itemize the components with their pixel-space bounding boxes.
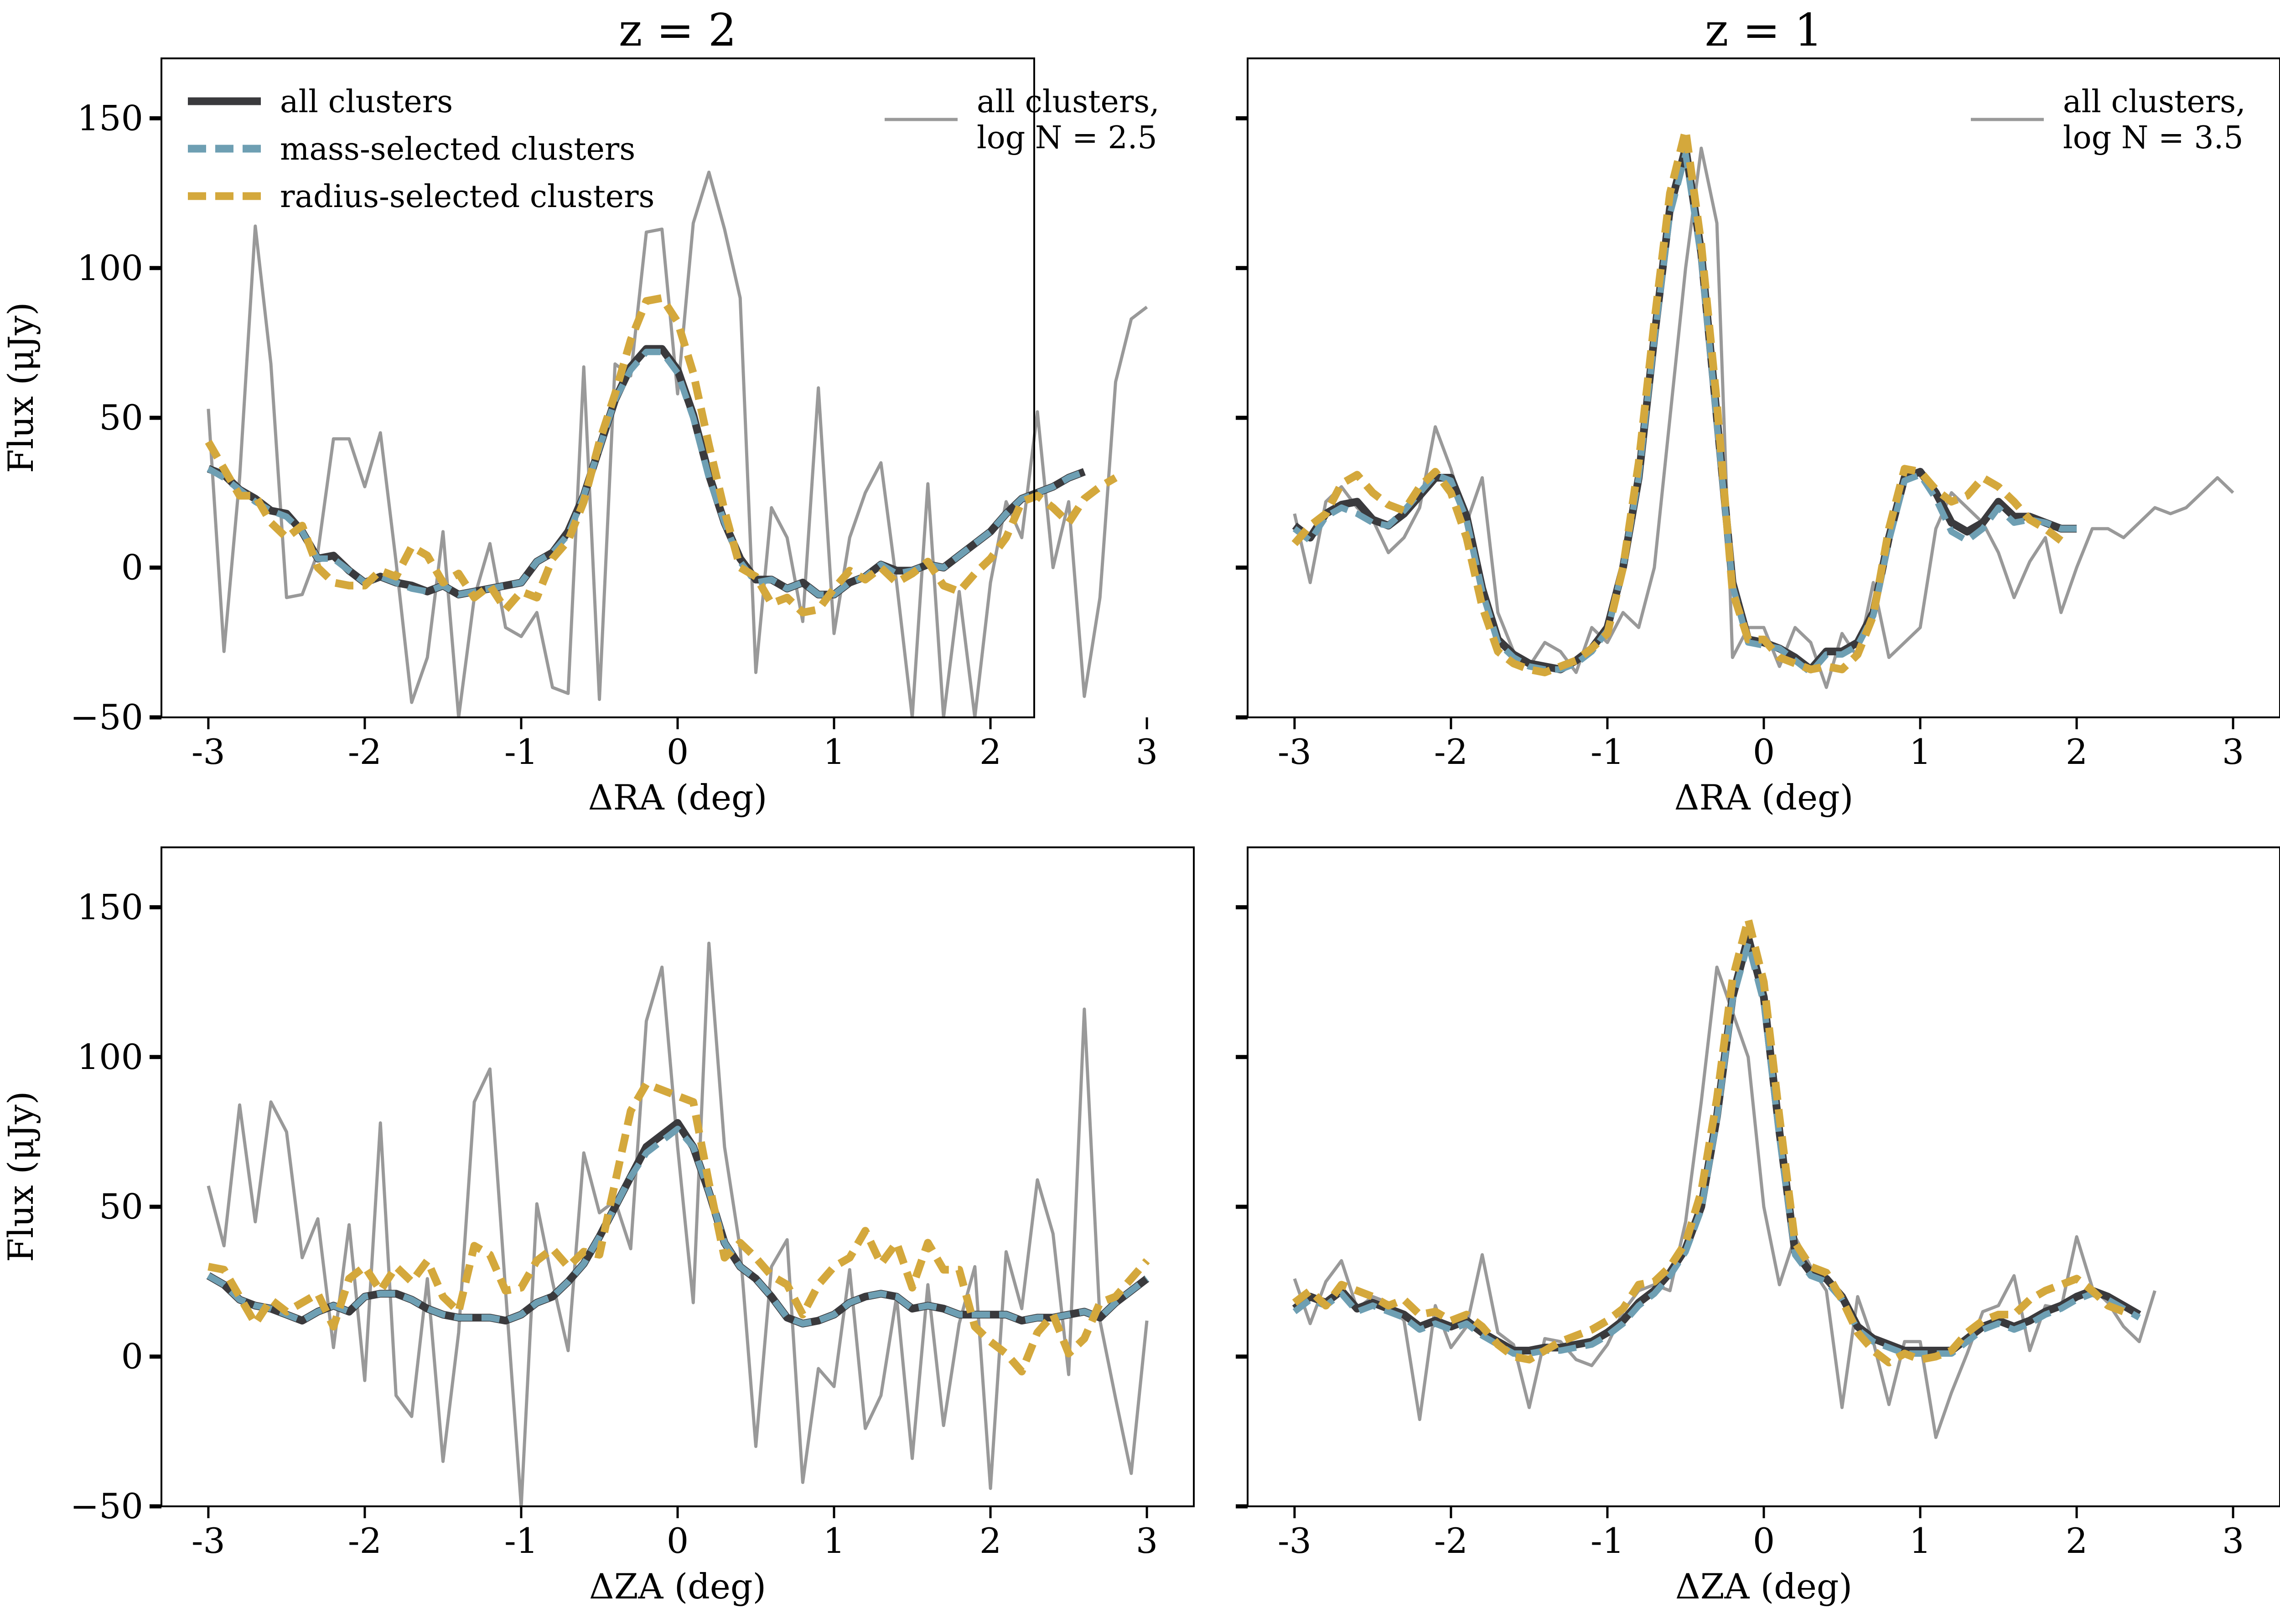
y-tick-label: 50: [99, 1186, 143, 1227]
x-tick-label: -1: [1591, 732, 1624, 772]
x-tick-label: 1: [823, 732, 845, 772]
panel-title: z = 1: [1705, 5, 1823, 57]
legend-label-radius-selected: radius-selected clusters: [280, 179, 654, 215]
x-tick-label: -1: [1591, 1520, 1624, 1561]
y-axis-label: Flux (μJy): [0, 302, 41, 473]
x-tick-label: -3: [192, 732, 225, 772]
y-axis-label: Flux (μJy): [0, 1091, 41, 1262]
x-tick-label: 0: [1753, 1520, 1775, 1561]
x-tick-label: -1: [504, 732, 538, 772]
y-tick-label: 0: [121, 547, 143, 588]
x-axis-label: ΔRA (deg): [1674, 777, 1854, 818]
x-tick-label: 2: [2066, 1520, 2088, 1561]
x-tick-label: 3: [1136, 732, 1158, 772]
x-axis-label: ΔZA (deg): [589, 1566, 766, 1607]
x-tick-label: -3: [1278, 732, 1311, 772]
y-tick-label: 100: [77, 248, 143, 288]
y-tick-label: 150: [77, 887, 143, 927]
legend-label-noisy-line2: log N = 3.5: [2063, 120, 2244, 156]
x-tick-label: 1: [823, 1520, 845, 1561]
x-tick-label: -3: [1278, 1520, 1311, 1561]
x-tick-label: -2: [1434, 732, 1468, 772]
x-tick-label: -2: [1434, 1520, 1468, 1561]
x-tick-label: 2: [979, 732, 1001, 772]
legend-label-mass-selected: mass-selected clusters: [280, 131, 635, 167]
x-tick-label: -3: [192, 1520, 225, 1561]
legend-label-all-clusters: all clusters: [280, 84, 453, 120]
x-axis-label: ΔZA (deg): [1675, 1566, 1852, 1607]
panel-title: z = 2: [619, 5, 736, 57]
x-tick-label: 0: [1753, 732, 1775, 772]
y-tick-label: 100: [77, 1037, 143, 1077]
x-tick-label: -2: [348, 1520, 382, 1561]
legend-label-noisy-line1: all clusters,: [977, 84, 1160, 120]
x-tick-label: 3: [2222, 732, 2244, 772]
x-tick-label: 1: [1909, 1520, 1931, 1561]
y-tick-label: −50: [70, 1486, 143, 1526]
x-tick-label: -1: [504, 1520, 538, 1561]
y-tick-label: −50: [70, 697, 143, 737]
x-tick-label: 1: [1909, 732, 1931, 772]
x-tick-label: 3: [1136, 1520, 1158, 1561]
x-tick-label: 3: [2222, 1520, 2244, 1561]
y-tick-label: 150: [77, 98, 143, 138]
y-tick-label: 50: [99, 397, 143, 438]
x-tick-label: 0: [667, 1520, 689, 1561]
x-tick-label: 2: [979, 1520, 1001, 1561]
x-tick-label: 0: [667, 732, 689, 772]
legend-label-noisy-line2: log N = 2.5: [977, 120, 1157, 156]
x-tick-label: 2: [2066, 732, 2088, 772]
y-tick-label: 0: [121, 1336, 143, 1377]
x-axis-label: ΔRA (deg): [588, 777, 767, 818]
x-tick-label: -2: [348, 732, 382, 772]
legend-label-noisy-line1: all clusters,: [2063, 84, 2246, 120]
